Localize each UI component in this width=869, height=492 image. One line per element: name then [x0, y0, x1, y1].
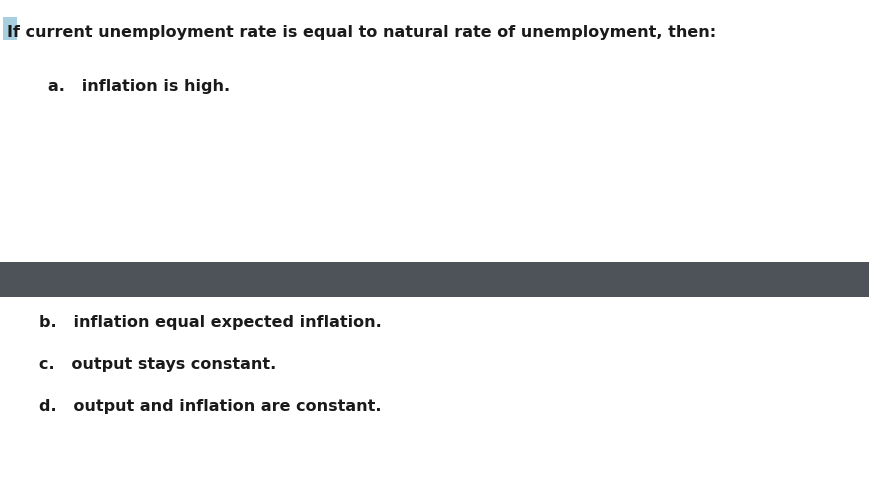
Bar [0, 262, 869, 297]
Text: If current unemployment rate is equal to natural rate of unemployment, then:: If current unemployment rate is equal to… [7, 25, 716, 39]
Text: b.   inflation equal expected inflation.: b. inflation equal expected inflation. [39, 315, 381, 330]
Bar [3, 17, 17, 40]
Text: c.   output stays constant.: c. output stays constant. [39, 357, 276, 371]
Text: d.   output and inflation are constant.: d. output and inflation are constant. [39, 399, 381, 413]
Text: a.   inflation is high.: a. inflation is high. [48, 79, 230, 93]
